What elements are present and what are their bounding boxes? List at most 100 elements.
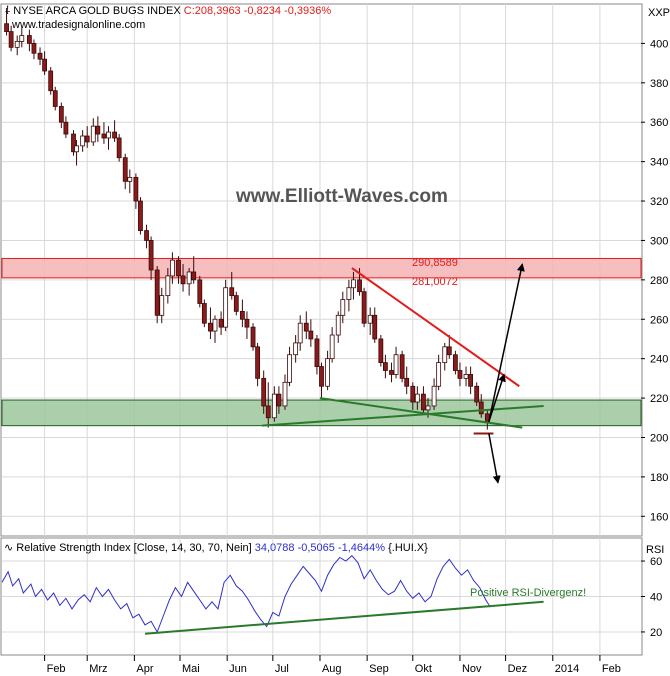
candle-down (378, 338, 384, 364)
rsi-tick-label: 20 (650, 627, 662, 639)
candle-up (106, 131, 111, 139)
candle-down (112, 131, 117, 139)
candle-down (308, 330, 314, 340)
candle-down (218, 318, 224, 328)
candle-up (367, 314, 373, 324)
candle-up (463, 374, 469, 379)
price-tick-label: 280 (650, 275, 668, 287)
candle-up (159, 295, 165, 316)
candle-down (116, 137, 122, 159)
candle-down (229, 287, 235, 297)
candle-up (425, 405, 431, 411)
trendline (319, 397, 523, 429)
x-tick-label: Feb (602, 663, 621, 675)
candle-down (361, 291, 367, 324)
candle-down (372, 314, 378, 340)
candle-down (154, 269, 160, 316)
candle-down (399, 354, 405, 379)
rsi-grid (2, 538, 641, 655)
x-tick-label: Dez (508, 663, 528, 675)
trendline (351, 267, 520, 388)
candle-up (297, 322, 303, 344)
candle-up (223, 287, 229, 328)
x-tick-label: Aug (322, 663, 342, 675)
price-tick-label: 320 (650, 196, 668, 208)
candle-up (169, 259, 175, 277)
price-tick-label: 300 (650, 235, 668, 247)
x-tick-label: Jul (275, 663, 289, 675)
candle-up (414, 393, 420, 403)
candle-down (84, 135, 90, 143)
x-tick-label: Nov (462, 663, 482, 675)
price-zones (1, 257, 642, 427)
price-tick-label: 340 (650, 157, 668, 169)
candle-down (319, 366, 324, 387)
candle-down (244, 318, 250, 328)
x-tick-label: 2014 (555, 663, 579, 675)
candle-down (122, 157, 128, 182)
candle-down (478, 401, 484, 415)
x-axis: Feb Mrz Apr Mai Jun Jul Aug Sep Okt Nov Dez 2014 Feb (44, 655, 621, 675)
candle-up (165, 275, 171, 297)
candle-down (410, 385, 416, 403)
rsi-lines (1, 554, 544, 635)
candle-down (303, 322, 309, 332)
candle-down (58, 106, 64, 123)
candle-up (287, 354, 292, 383)
projection-arrow (488, 373, 506, 422)
trendline (262, 404, 544, 427)
candle-down (144, 230, 149, 241)
candle-up (282, 381, 288, 407)
price-tick-label: 220 (650, 393, 668, 405)
candle-down (421, 393, 426, 411)
candle-down (404, 377, 410, 387)
rsi-tick-label: 60 (650, 556, 662, 568)
candle-down (133, 176, 139, 202)
candle-down (314, 338, 320, 367)
resistance-bottom-label: 281,0072 (412, 276, 458, 288)
candle-down (261, 377, 267, 407)
candle-up (436, 362, 442, 387)
candle-up (212, 318, 218, 332)
x-tick-label: Jun (229, 663, 247, 675)
x-tick-label: Apr (136, 663, 153, 675)
rsi-axis-label: RSI (646, 544, 664, 556)
candle-down (71, 133, 76, 153)
candle-up (335, 314, 341, 336)
candle-up (74, 145, 79, 153)
price-tick-label: 380 (650, 78, 668, 90)
candle-down (42, 58, 47, 72)
candle-down (8, 31, 14, 48)
watermark: www.Elliott-Waves.com (236, 186, 448, 207)
trendlines (262, 263, 544, 484)
candle-up (186, 271, 192, 285)
price-tick-label: 240 (650, 354, 668, 366)
candle-down (101, 133, 107, 139)
candle-up (431, 385, 437, 407)
rsi-wave-icon: ∿ (4, 542, 14, 554)
rsi-value: 34,0788 -0,5065 -1,4644% (254, 542, 386, 554)
price-tick-label: 200 (650, 432, 668, 444)
candle-down (26, 35, 32, 44)
price-tick-label: 400 (650, 38, 668, 50)
last-price: C:208,3963 -0,8234 -0,3936% (183, 5, 332, 17)
candle-up (271, 393, 277, 419)
rsi-panel: 20 40 60 RSI Positive RSI-Divergenz! (0, 537, 664, 656)
candle-down (48, 70, 54, 92)
candle-up (340, 299, 346, 316)
candle-up (325, 358, 330, 387)
candle-down (457, 370, 463, 379)
rsi-tick-label: 40 (650, 592, 662, 604)
candle-down (474, 385, 480, 403)
rsi-trendline (144, 600, 544, 635)
candle-down (208, 322, 213, 332)
candle-up (293, 342, 299, 356)
candle-down (357, 279, 362, 293)
candle-down (201, 303, 207, 324)
price-tick-label: 160 (650, 511, 668, 523)
price-axis-label: XXP (648, 7, 670, 19)
candle-down (37, 52, 43, 60)
candle-down (233, 295, 239, 312)
candle-down (148, 240, 154, 271)
